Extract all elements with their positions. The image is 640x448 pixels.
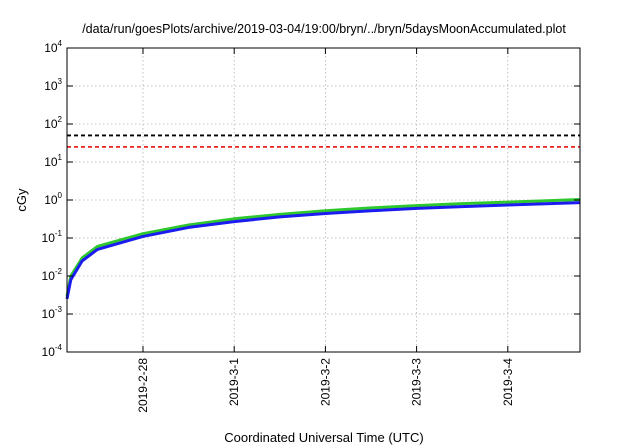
y-tick-base: 10	[42, 307, 56, 321]
y-tick-base: 10	[42, 345, 56, 359]
y-tick-exponent: -4	[55, 343, 63, 352]
x-tick-label: 2019-3-1	[227, 358, 241, 406]
y-tick-exponent: 0	[58, 191, 63, 200]
y-tick-base: 10	[44, 79, 58, 93]
y-tick-base: 10	[42, 231, 56, 245]
y-tick-label: 10-2	[42, 267, 63, 283]
y-tick-exponent: -3	[55, 305, 63, 314]
x-tick-label: 2019-3-3	[410, 358, 424, 406]
y-tick-label: 104	[44, 39, 62, 55]
series-line	[65, 201, 581, 300]
y-tick-label: 10-3	[42, 305, 63, 321]
y-tick-exponent: -2	[55, 267, 63, 276]
x-axis-label: Coordinated Universal Time (UTC)	[224, 430, 423, 445]
y-tick-label: 103	[44, 77, 62, 93]
y-tick-base: 10	[44, 193, 58, 207]
y-tick-exponent: 3	[58, 77, 63, 86]
x-tick-label: 2019-2-28	[136, 358, 150, 413]
y-tick-label: 10-4	[42, 343, 63, 359]
x-tick-label: 2019-3-2	[318, 358, 332, 406]
reference-lines	[67, 134, 580, 148]
y-tick-base: 10	[44, 117, 58, 131]
y-tick-label: 10-1	[42, 229, 63, 245]
y-tick-base: 10	[44, 41, 58, 55]
y-tick-exponent: -1	[55, 229, 63, 238]
y-tick-exponent: 1	[58, 153, 63, 162]
series-line	[65, 198, 581, 297]
y-axis-label: cGy	[14, 188, 29, 212]
y-tick-label: 102	[44, 115, 62, 131]
y-tick-exponent: 2	[58, 115, 63, 124]
y-tick-base: 10	[44, 155, 58, 169]
x-tick-label: 2019-3-4	[501, 358, 515, 406]
y-tick-exponent: 4	[58, 39, 63, 48]
series-group	[65, 198, 581, 300]
y-tick-base: 10	[42, 269, 56, 283]
y-tick-label: 100	[44, 191, 62, 207]
x-axis-ticks: 2019-2-28 2019-3-1 2019-3-2 2019-3-3 2019-3-…	[136, 48, 515, 413]
chart-title: /data/run/goesPlots/archive/2019-03-04/1…	[82, 22, 566, 36]
y-tick-label: 101	[44, 153, 62, 169]
grid	[67, 48, 580, 352]
